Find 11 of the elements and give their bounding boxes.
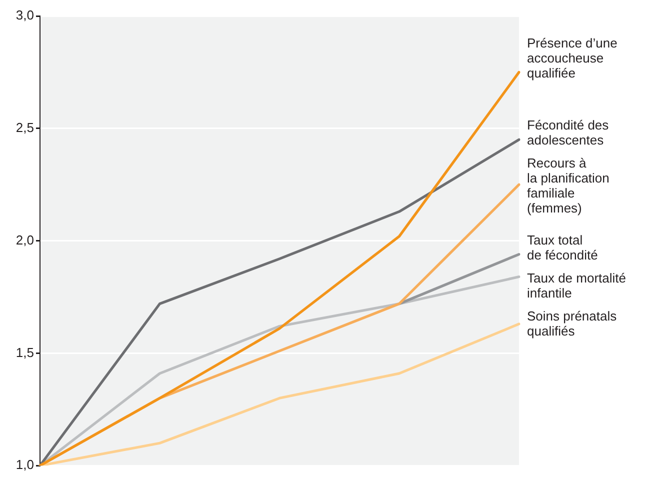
- series-label: Présence d’une accoucheuse qualifiée: [527, 35, 618, 80]
- y-tick-label: 1,0: [16, 457, 34, 472]
- series-label: Taux total de fécondité: [527, 232, 598, 262]
- y-tick-label: 2,5: [16, 120, 34, 135]
- y-tick-label: 1,5: [16, 344, 34, 360]
- series-label: Soins prénatals qualifiés: [527, 308, 618, 338]
- series-label: Fécondité des adolescentes: [527, 118, 610, 148]
- y-tick-label: 3,0: [16, 8, 34, 23]
- series-label: Taux de mortalité infantile: [527, 270, 626, 300]
- y-tick-label: 2,0: [16, 232, 34, 248]
- series-label: Recours à la planification familiale (femmes): [527, 156, 610, 216]
